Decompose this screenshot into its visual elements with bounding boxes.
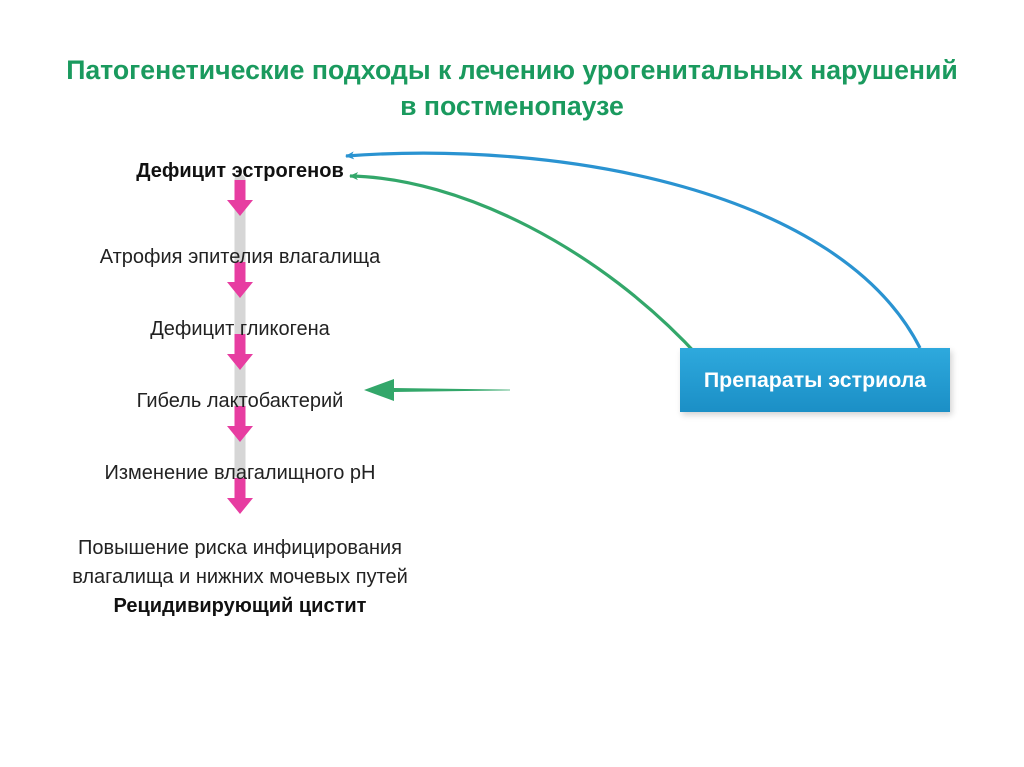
curved-arrow-green-upper: [350, 176, 700, 358]
cascade-step-0: Дефицит эстрогенов: [136, 160, 344, 183]
cascade-final: Повышение риска инфицированиявлагалища и…: [72, 534, 408, 621]
cascade-step-text: Изменение влагалищного pH: [105, 462, 376, 484]
medication-box-label: Препараты эстриола: [704, 368, 926, 393]
medication-box: Препараты эстриола: [680, 348, 950, 412]
cascade-step-text: Атрофия эпителия влагалища: [100, 246, 381, 268]
curved-arrow-blue: [346, 153, 920, 348]
cascade-step-2: Дефицит гликогена: [150, 318, 330, 341]
cascade-step-1: Атрофия эпителия влагалища: [100, 246, 381, 269]
cascade-final-line-0: Повышение риска инфицирования: [72, 534, 408, 563]
cascade-step-3: Гибель лактобактерий: [137, 390, 344, 413]
title-line-2: в постменопаузе: [400, 91, 624, 121]
cascade-final-line-2: Рецидивирующий цистит: [72, 592, 408, 621]
cascade-step-4: Изменение влагалищного pH: [105, 462, 376, 485]
cascade-step-text: Гибель лактобактерий: [137, 390, 344, 412]
cascade-step-text: Дефицит гликогена: [150, 318, 330, 340]
cascade-final-line-1: влагалища и нижних мочевых путей: [72, 563, 408, 592]
title-line-1: Патогенетические подходы к лечению уроге…: [66, 55, 958, 85]
down-arrow-0: [227, 180, 253, 216]
green-lower-pointer: [364, 379, 510, 401]
cascade-step-text: Дефицит эстрогенов: [136, 160, 344, 182]
diagram-title: Патогенетические подходы к лечению уроге…: [0, 52, 1024, 124]
